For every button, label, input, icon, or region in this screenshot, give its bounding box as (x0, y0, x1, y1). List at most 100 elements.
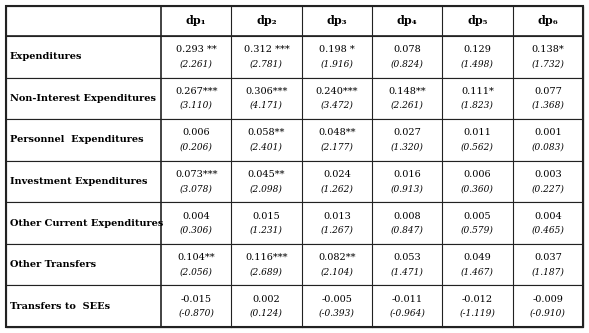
Text: dp₁: dp₁ (186, 16, 207, 27)
Text: (2.104): (2.104) (320, 267, 353, 276)
Text: 0.082**: 0.082** (318, 253, 356, 262)
Text: (0.227): (0.227) (531, 184, 564, 193)
Text: (2.177): (2.177) (320, 143, 353, 152)
Text: (1.471): (1.471) (391, 267, 423, 276)
Text: (2.781): (2.781) (250, 59, 283, 68)
Text: (0.206): (0.206) (180, 143, 213, 152)
Text: (1.320): (1.320) (391, 143, 423, 152)
Text: 0.006: 0.006 (464, 170, 491, 179)
Text: -0.015: -0.015 (181, 295, 211, 304)
Text: (1.267): (1.267) (320, 226, 353, 235)
Text: Expenditures: Expenditures (10, 52, 82, 61)
Text: (1.262): (1.262) (320, 184, 353, 193)
Text: 0.312 ***: 0.312 *** (244, 45, 289, 54)
Text: -0.011: -0.011 (392, 295, 423, 304)
Bar (6, 119, 583, 161)
Text: 0.004: 0.004 (182, 211, 210, 220)
Text: (0.579): (0.579) (461, 226, 494, 235)
Text: 0.293 **: 0.293 ** (176, 45, 217, 54)
Text: (1.187): (1.187) (531, 267, 564, 276)
Text: Investment Expenditures: Investment Expenditures (10, 177, 147, 186)
Text: dp₅: dp₅ (467, 16, 488, 27)
Text: dp₃: dp₃ (326, 16, 347, 27)
Text: 0.078: 0.078 (393, 45, 421, 54)
Text: (2.401): (2.401) (250, 143, 283, 152)
Text: 0.011: 0.011 (464, 128, 491, 137)
Text: (0.824): (0.824) (391, 59, 423, 68)
Text: 0.104**: 0.104** (177, 253, 215, 262)
Bar (6, 285, 583, 327)
Text: 0.005: 0.005 (464, 211, 491, 220)
Text: (1.498): (1.498) (461, 59, 494, 68)
Text: 0.003: 0.003 (534, 170, 562, 179)
Text: (-0.910): (-0.910) (530, 309, 566, 318)
Text: -0.012: -0.012 (462, 295, 493, 304)
Text: 0.198 *: 0.198 * (319, 45, 355, 54)
Text: (0.083): (0.083) (531, 143, 564, 152)
Text: 0.077: 0.077 (534, 87, 562, 96)
Text: 0.048**: 0.048** (318, 128, 356, 137)
Text: 0.148**: 0.148** (388, 87, 426, 96)
Text: 0.129: 0.129 (464, 45, 491, 54)
Text: (4.171): (4.171) (250, 101, 283, 110)
Text: 0.008: 0.008 (393, 211, 421, 220)
Text: (1.916): (1.916) (320, 59, 353, 68)
Text: (1.732): (1.732) (531, 59, 564, 68)
Text: Personnel  Expenditures: Personnel Expenditures (10, 136, 144, 145)
Text: (2.261): (2.261) (180, 59, 213, 68)
Text: 0.116***: 0.116*** (245, 253, 288, 262)
Text: (-0.870): (-0.870) (178, 309, 214, 318)
Bar (6, 6, 583, 36)
Text: 0.027: 0.027 (393, 128, 421, 137)
Text: 0.037: 0.037 (534, 253, 562, 262)
Text: (0.360): (0.360) (461, 184, 494, 193)
Text: (1.467): (1.467) (461, 267, 494, 276)
Text: 0.073***: 0.073*** (175, 170, 217, 179)
Text: dp₄: dp₄ (397, 16, 418, 27)
Text: -0.009: -0.009 (532, 295, 563, 304)
Text: 0.111*: 0.111* (461, 87, 494, 96)
Bar (6, 202, 583, 244)
Text: -0.005: -0.005 (322, 295, 352, 304)
Text: Other Current Expenditures: Other Current Expenditures (10, 218, 163, 227)
Bar (6, 78, 583, 119)
Text: (2.689): (2.689) (250, 267, 283, 276)
Text: (0.465): (0.465) (531, 226, 564, 235)
Text: (0.306): (0.306) (180, 226, 213, 235)
Text: 0.015: 0.015 (253, 211, 280, 220)
Text: (1.823): (1.823) (461, 101, 494, 110)
Text: (0.124): (0.124) (250, 309, 283, 318)
Text: 0.013: 0.013 (323, 211, 351, 220)
Text: 0.016: 0.016 (393, 170, 421, 179)
Text: (2.098): (2.098) (250, 184, 283, 193)
Text: Transfers to  SEEs: Transfers to SEEs (10, 302, 110, 311)
Text: 0.004: 0.004 (534, 211, 562, 220)
Text: (2.261): (2.261) (391, 101, 423, 110)
Text: 0.045**: 0.045** (248, 170, 285, 179)
Text: (-0.964): (-0.964) (389, 309, 425, 318)
Text: 0.024: 0.024 (323, 170, 351, 179)
Text: Non-Interest Expenditures: Non-Interest Expenditures (10, 94, 156, 103)
Text: 0.049: 0.049 (464, 253, 491, 262)
Text: 0.306***: 0.306*** (245, 87, 287, 96)
Text: 0.138*: 0.138* (531, 45, 564, 54)
Text: dp₂: dp₂ (256, 16, 277, 27)
Text: (0.847): (0.847) (391, 226, 423, 235)
Bar (6, 244, 583, 285)
Text: 0.001: 0.001 (534, 128, 562, 137)
Text: 0.267***: 0.267*** (175, 87, 217, 96)
Text: (3.110): (3.110) (180, 101, 213, 110)
Text: (2.056): (2.056) (180, 267, 213, 276)
Text: 0.006: 0.006 (183, 128, 210, 137)
Text: (0.562): (0.562) (461, 143, 494, 152)
Text: (-1.119): (-1.119) (459, 309, 495, 318)
Text: 0.053: 0.053 (393, 253, 421, 262)
Text: dp₆: dp₆ (537, 16, 558, 27)
Text: 0.002: 0.002 (253, 295, 280, 304)
Bar (6, 36, 583, 78)
Text: (1.231): (1.231) (250, 226, 283, 235)
Text: 0.058**: 0.058** (248, 128, 285, 137)
Text: (3.472): (3.472) (320, 101, 353, 110)
Text: Other Transfers: Other Transfers (10, 260, 96, 269)
Text: (1.368): (1.368) (531, 101, 564, 110)
